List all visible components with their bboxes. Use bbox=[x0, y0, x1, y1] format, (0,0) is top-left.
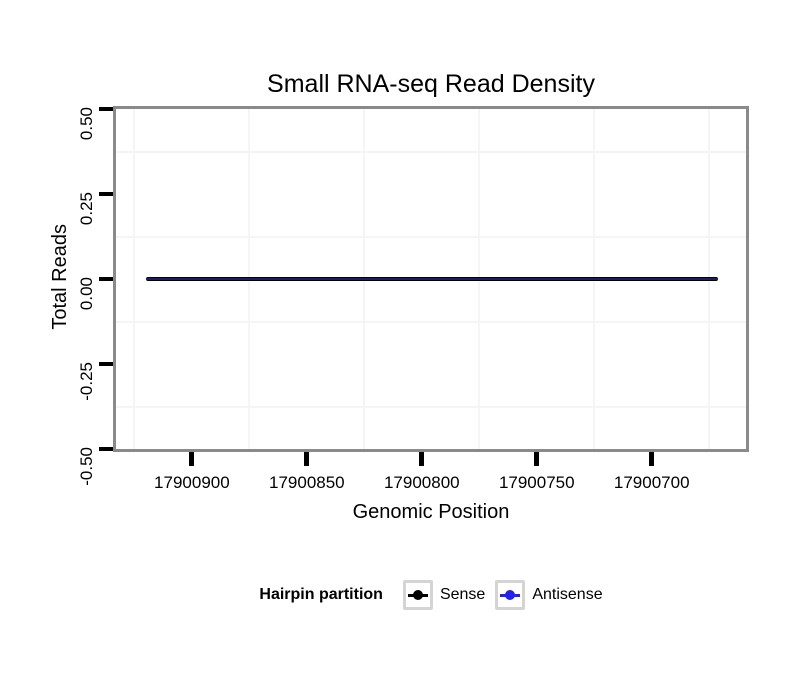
y-axis-tick bbox=[99, 362, 113, 366]
y-axis-tick-label: 0.25 bbox=[77, 192, 96, 226]
x-axis-tick-label: 17900850 bbox=[269, 473, 345, 492]
x-axis-tick bbox=[534, 452, 540, 466]
minor-gridline-horizontal bbox=[116, 150, 746, 153]
legend-label-sense: Sense bbox=[439, 586, 486, 603]
y-axis-tick bbox=[99, 192, 113, 196]
legend-item-antisense: Antisense bbox=[495, 580, 603, 610]
x-axis-tick bbox=[649, 452, 655, 466]
x-axis-tick-label: 17900800 bbox=[383, 473, 460, 492]
legend-label-antisense: Antisense bbox=[532, 586, 603, 603]
y-axis-tick bbox=[99, 277, 113, 281]
chart-title: Small RNA-seq Read Density bbox=[267, 70, 595, 98]
minor-gridline-horizontal bbox=[116, 405, 746, 408]
x-axis-tick-label: 17900900 bbox=[154, 473, 230, 492]
y-axis-tick-label: -0.50 bbox=[77, 447, 96, 486]
y-axis-tick bbox=[99, 107, 113, 111]
legend-key-sense-icon bbox=[402, 580, 433, 610]
y-axis-tick-label: 0.50 bbox=[77, 107, 96, 141]
legend-item-sense: Sense bbox=[402, 580, 486, 610]
legend-point-glyph bbox=[505, 590, 516, 600]
minor-gridline-vertical bbox=[133, 109, 136, 449]
minor-gridline-horizontal bbox=[116, 235, 746, 238]
plot-panel bbox=[113, 106, 749, 452]
y-axis-title: Total Reads bbox=[49, 224, 71, 330]
y-axis-tick bbox=[99, 447, 113, 451]
x-axis-title: Genomic Position bbox=[352, 501, 510, 523]
legend-title: Hairpin partition bbox=[259, 586, 383, 603]
minor-gridline-horizontal bbox=[116, 320, 746, 323]
x-axis-tick bbox=[419, 452, 425, 466]
legend-point-glyph bbox=[412, 590, 423, 600]
y-axis-tick-label: -0.25 bbox=[77, 362, 96, 401]
legend-key-antisense-icon bbox=[495, 580, 526, 610]
x-axis-tick-label: 17900750 bbox=[498, 473, 575, 492]
series-line-antisense bbox=[145, 278, 719, 280]
legend: Hairpin partition Sense Antisense bbox=[113, 580, 749, 610]
x-axis-tick-label: 17900700 bbox=[613, 473, 690, 492]
x-axis-tick bbox=[304, 452, 310, 466]
y-axis-tick-label: 0.00 bbox=[77, 277, 96, 311]
x-axis-tick bbox=[189, 452, 195, 466]
